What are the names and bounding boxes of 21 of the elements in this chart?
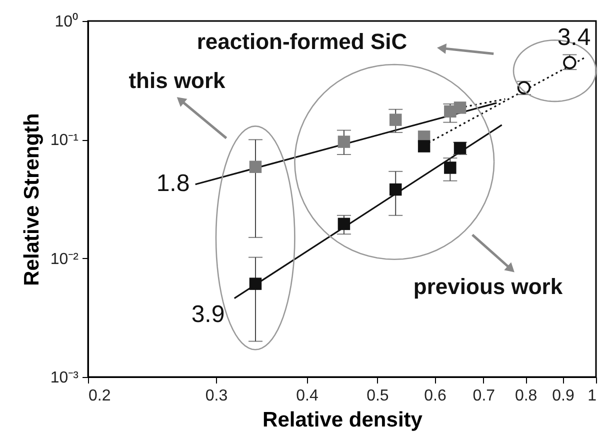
x-tick-label: 0.6 [424,388,446,404]
y-tick-label: 10⁻³ [50,370,80,386]
x-tick-label: 0.7 [472,388,496,404]
y-axis-title: Relative Strength [20,113,44,286]
annotation: 3.4 [557,24,591,51]
x-tick-label: 0.3 [205,388,228,404]
x-tick-label: 0.5 [366,388,389,404]
y-tick-label: 10⁰ [54,12,78,30]
x-axis-title: Relative density [262,408,423,432]
x-tick-label: 0.4 [296,388,318,404]
annotation: 1.8 [156,170,190,197]
annotation: this work [128,68,226,93]
y-tick-label: 10⁻² [50,250,80,268]
y-tick-label: 10⁻¹ [50,132,78,150]
annotation: reaction-formed SiC [196,29,408,54]
x-tick-label: 1 [588,388,597,404]
annotation: previous work [413,274,564,299]
x-tick-label: 0.8 [514,388,538,404]
x-tick-label: 0.9 [552,388,574,404]
x-tick-label: 0.2 [88,388,111,404]
annotation: 3.9 [191,301,225,328]
